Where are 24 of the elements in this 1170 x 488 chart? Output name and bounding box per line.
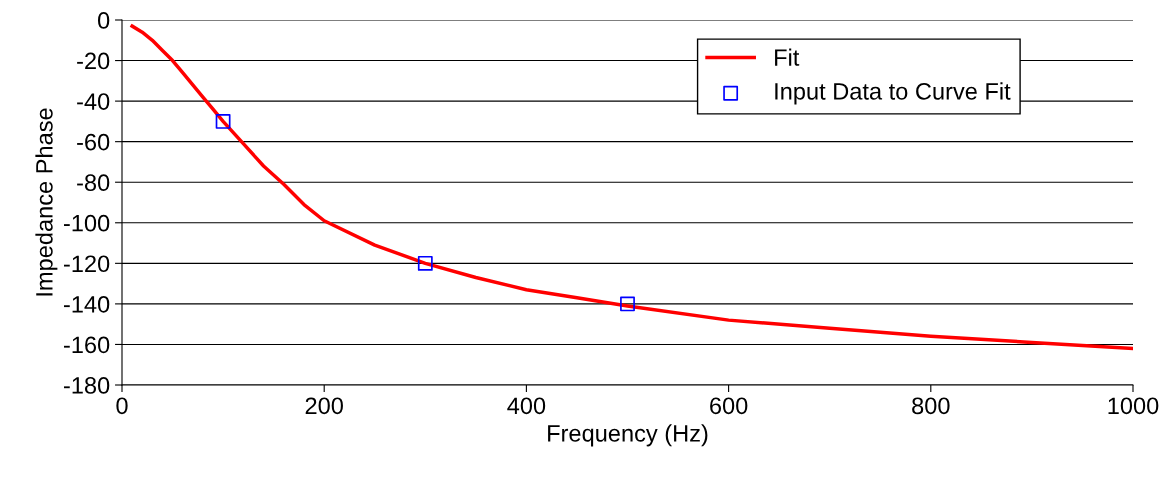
y-tick-label: -60	[77, 133, 110, 151]
line-series	[130, 24, 1133, 351]
legend-label: Fit	[775, 48, 800, 66]
y-axis-title: Impedance Phase	[35, 108, 58, 296]
legend-label: Input Data to Curve Fit	[775, 82, 1011, 105]
y-tick-label: 0	[97, 12, 110, 29]
point	[620, 296, 635, 312]
point	[215, 113, 231, 129]
y-tick-label: -180	[63, 377, 110, 394]
x-tick-label: 400	[507, 397, 546, 415]
y-tick-label: -80	[77, 174, 110, 192]
y-tick-label: -20	[77, 52, 110, 70]
y-tick-label: -140	[63, 295, 110, 313]
point	[417, 255, 433, 271]
x-tick-label: 600	[710, 397, 748, 415]
y-tick-label: -120	[63, 255, 110, 273]
x-tick-label: 800	[912, 397, 950, 415]
x-axis-title: Frequency (Hz)	[548, 424, 708, 447]
y-tick-label: -160	[63, 336, 110, 354]
x-tick-label: 1000	[1108, 397, 1159, 415]
x-tick-label: 200	[305, 397, 343, 415]
y-tick-label: -100	[63, 214, 110, 232]
x-tick-label: 0	[116, 397, 128, 415]
y-tick-label: -40	[77, 93, 110, 110]
